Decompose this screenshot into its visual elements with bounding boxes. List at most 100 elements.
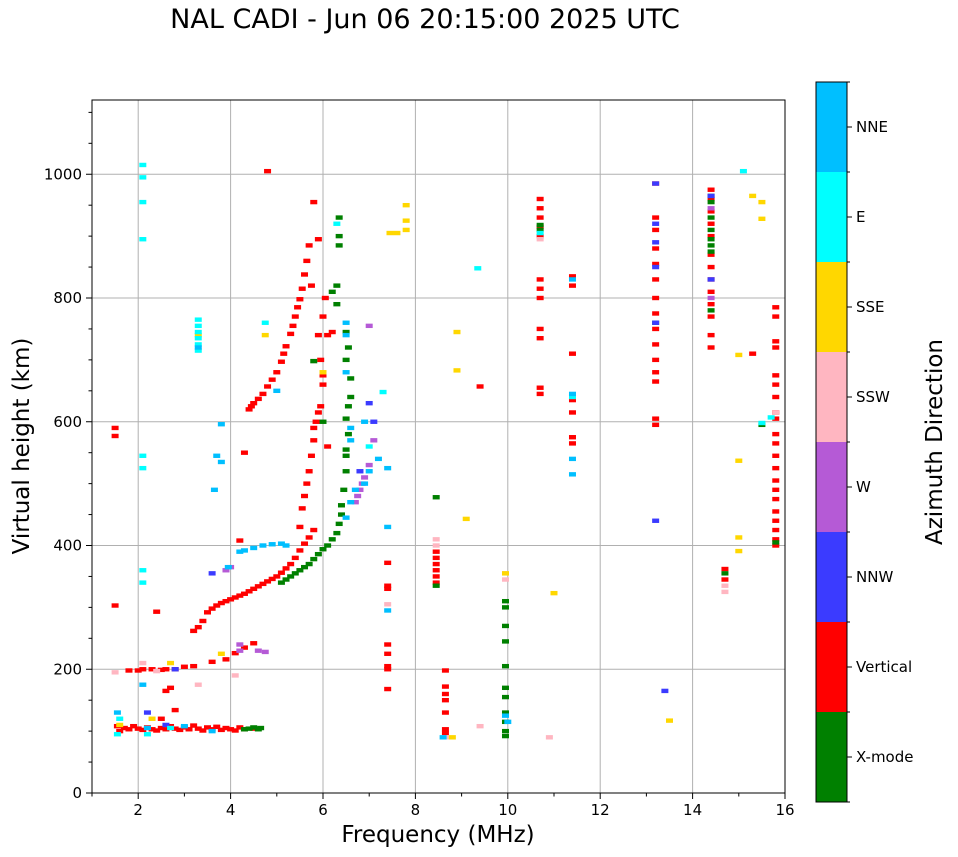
data-point [536, 215, 544, 220]
data-point [324, 332, 332, 338]
data-point [344, 431, 352, 437]
data-point [217, 459, 225, 465]
data-point [162, 727, 170, 732]
data-point [432, 574, 440, 579]
data-point [342, 453, 350, 458]
data-point [335, 243, 343, 248]
data-point [261, 320, 269, 325]
data-point [120, 725, 128, 731]
data-point [157, 716, 165, 721]
data-point [236, 642, 244, 647]
data-point [476, 723, 484, 729]
data-point [139, 727, 147, 733]
data-point [162, 722, 170, 728]
colorbar-segment [816, 82, 847, 172]
data-point [501, 663, 509, 669]
data-point [139, 580, 147, 585]
y-tick-label: 1000 [44, 165, 82, 183]
data-point [134, 668, 142, 673]
data-point [222, 725, 230, 731]
data-point [305, 243, 313, 248]
data-point [652, 422, 660, 428]
data-point [305, 469, 313, 474]
data-point [772, 487, 780, 493]
data-point [707, 221, 715, 226]
data-point [707, 237, 715, 242]
data-point [333, 530, 341, 536]
data-point [749, 351, 757, 356]
x-tick-label: 16 [775, 801, 794, 819]
data-point [222, 568, 230, 573]
data-point [194, 317, 202, 322]
data-point [217, 422, 225, 427]
data-point [536, 295, 544, 301]
data-point [652, 311, 660, 316]
data-point [707, 209, 715, 214]
data-point [310, 556, 318, 562]
y-axis-label: Virtual height (km) [9, 338, 35, 555]
data-point [652, 320, 660, 325]
data-point [231, 673, 239, 678]
data-point [501, 605, 509, 610]
data-point [236, 648, 244, 653]
plot-background [92, 100, 785, 793]
data-point [772, 305, 780, 310]
data-point [194, 323, 202, 329]
data-point [139, 660, 147, 666]
data-point [319, 419, 327, 424]
data-point [314, 237, 322, 242]
data-point [231, 595, 239, 600]
data-point [324, 444, 332, 449]
colorbar-tick-label: Vertical [856, 658, 912, 676]
data-point [245, 589, 253, 594]
data-point [240, 548, 248, 553]
data-point [224, 564, 232, 570]
data-point [432, 549, 440, 554]
data-point [441, 710, 449, 715]
data-point [536, 230, 544, 236]
data-point [317, 404, 325, 409]
data-point [384, 608, 392, 613]
data-point [432, 583, 440, 588]
data-point [344, 345, 352, 350]
data-point [501, 710, 509, 715]
data-point [568, 274, 576, 279]
data-point [268, 576, 276, 582]
data-point [337, 512, 345, 517]
data-point [568, 456, 576, 462]
data-point [501, 598, 509, 604]
data-point [342, 332, 350, 338]
data-point [772, 441, 780, 446]
data-point [282, 543, 290, 548]
data-point [568, 283, 576, 288]
data-point [504, 719, 512, 725]
data-point [432, 580, 440, 585]
data-point [361, 475, 369, 480]
data-point [365, 323, 373, 329]
data-point [462, 516, 470, 522]
data-point [652, 326, 660, 332]
data-point [167, 660, 175, 666]
data-point [298, 506, 306, 511]
data-point [287, 331, 295, 337]
data-point [652, 416, 660, 421]
data-point [707, 301, 715, 307]
data-point [652, 264, 660, 270]
data-point [652, 227, 660, 233]
data-point [550, 590, 558, 596]
data-point [652, 215, 660, 220]
data-point [264, 168, 272, 174]
data-point [342, 416, 350, 421]
data-point [707, 277, 715, 282]
data-point [328, 329, 336, 335]
data-point [772, 518, 780, 523]
data-point [772, 416, 780, 421]
data-point [273, 574, 281, 579]
data-point [319, 382, 327, 387]
data-point [384, 686, 392, 692]
data-point [652, 261, 660, 267]
colorbar-tick-label: SSE [856, 298, 885, 316]
data-point [194, 682, 202, 687]
data-point [772, 478, 780, 483]
colorbar-segment [816, 712, 847, 802]
